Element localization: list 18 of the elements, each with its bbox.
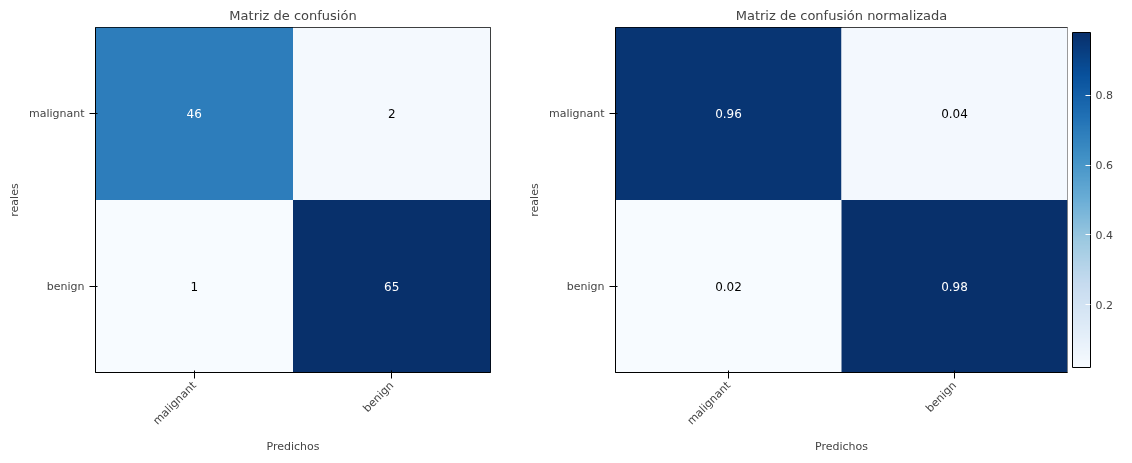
- x-axis-title: Predichos: [815, 439, 869, 453]
- data-label: 0.02: [715, 279, 742, 294]
- chart-title: Matriz de confusión: [229, 7, 357, 23]
- data-label: 0.96: [715, 107, 742, 122]
- data-label: 2: [387, 107, 396, 122]
- color-bar-label: 0.8: [1095, 89, 1113, 103]
- x-axis-title: Predichos: [266, 439, 320, 453]
- data-label: 65: [384, 279, 400, 294]
- y-axis-title: reales: [527, 183, 541, 217]
- color-bar-label: 0.4: [1095, 228, 1113, 242]
- data-label: 0.04: [941, 107, 968, 122]
- chart-title: Matriz de confusión normalizada: [735, 7, 948, 23]
- data-label: 46: [186, 107, 202, 122]
- y-axis-title: reales: [7, 183, 21, 217]
- data-label: 1: [190, 279, 199, 294]
- color-bar-label: 0.6: [1095, 159, 1113, 173]
- data-label: 0.98: [941, 279, 968, 294]
- color-bar-label: 0.2: [1095, 298, 1113, 312]
